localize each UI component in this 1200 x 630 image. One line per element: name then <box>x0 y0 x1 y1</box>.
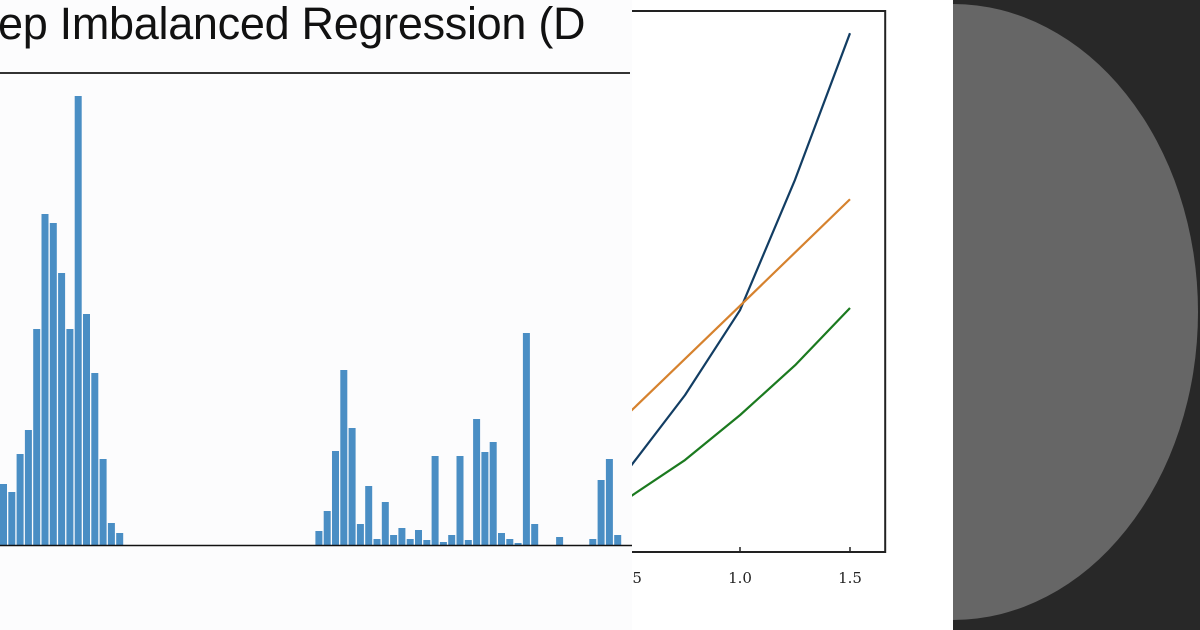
histogram-bar <box>456 456 464 545</box>
histogram-bar <box>597 480 605 545</box>
histogram-bar <box>481 452 489 545</box>
histogram-bar <box>323 511 331 545</box>
histogram-bar <box>522 333 530 545</box>
histogram-bar <box>365 486 373 545</box>
histogram-bar <box>398 528 406 545</box>
histogram-bar <box>514 543 522 545</box>
histogram-bar <box>356 524 364 545</box>
histogram-bar <box>74 96 82 545</box>
banner-panel: ep Imbalanced Regression (D <box>0 0 632 547</box>
banner-title: ep Imbalanced Regression (D <box>0 0 586 49</box>
histogram-bar <box>0 484 7 545</box>
histogram-bar <box>556 537 564 545</box>
histogram-bar <box>83 314 90 545</box>
histogram-bar <box>49 223 57 545</box>
histogram-bar <box>415 530 422 545</box>
histogram-bar <box>498 533 505 545</box>
series-line <box>629 32 852 468</box>
histogram-bar <box>489 442 497 545</box>
histogram-bar <box>41 214 49 545</box>
histogram-bar <box>423 540 431 545</box>
histogram-chart <box>0 96 632 547</box>
x-tick-label: 1.5 <box>838 569 862 587</box>
x-tick-label: 1.0 <box>728 569 752 587</box>
line-chart: 0.51.01.5 <box>520 10 887 587</box>
histogram-bar <box>406 539 414 545</box>
histogram-bar <box>33 329 41 545</box>
histogram-bar <box>107 523 115 545</box>
histogram-bar <box>348 428 356 545</box>
histogram-bar <box>531 524 539 545</box>
histogram-bar <box>340 370 348 545</box>
histogram-bar <box>315 531 323 545</box>
histogram-bar <box>116 533 124 545</box>
histogram-bar <box>66 329 74 545</box>
histogram-bar <box>332 451 339 545</box>
histogram-bar <box>589 539 597 545</box>
title-underline <box>0 72 630 74</box>
histogram-bar <box>58 273 66 545</box>
histogram-bar <box>439 542 447 545</box>
circle-shape <box>953 4 1198 620</box>
histogram-bar <box>99 459 107 545</box>
histogram-bar <box>431 456 439 545</box>
plot-frame <box>520 10 887 553</box>
histogram-bar <box>8 492 16 545</box>
histogram-bar <box>448 535 456 545</box>
histogram-bar <box>506 539 514 545</box>
histogram-bar <box>16 454 24 545</box>
histogram-bar <box>464 540 472 545</box>
series-line <box>629 198 851 413</box>
histogram-bar <box>91 373 99 545</box>
decorative-circle <box>953 4 1198 620</box>
histogram-bar <box>24 430 32 545</box>
histogram-bar <box>381 502 389 545</box>
histogram-bar <box>390 535 398 545</box>
series-line <box>629 307 851 498</box>
histogram-bar <box>373 539 381 545</box>
histogram-bar <box>473 419 481 545</box>
histogram-bar <box>605 459 613 545</box>
decorative-panel <box>953 0 1200 630</box>
histogram-bar <box>614 535 622 545</box>
